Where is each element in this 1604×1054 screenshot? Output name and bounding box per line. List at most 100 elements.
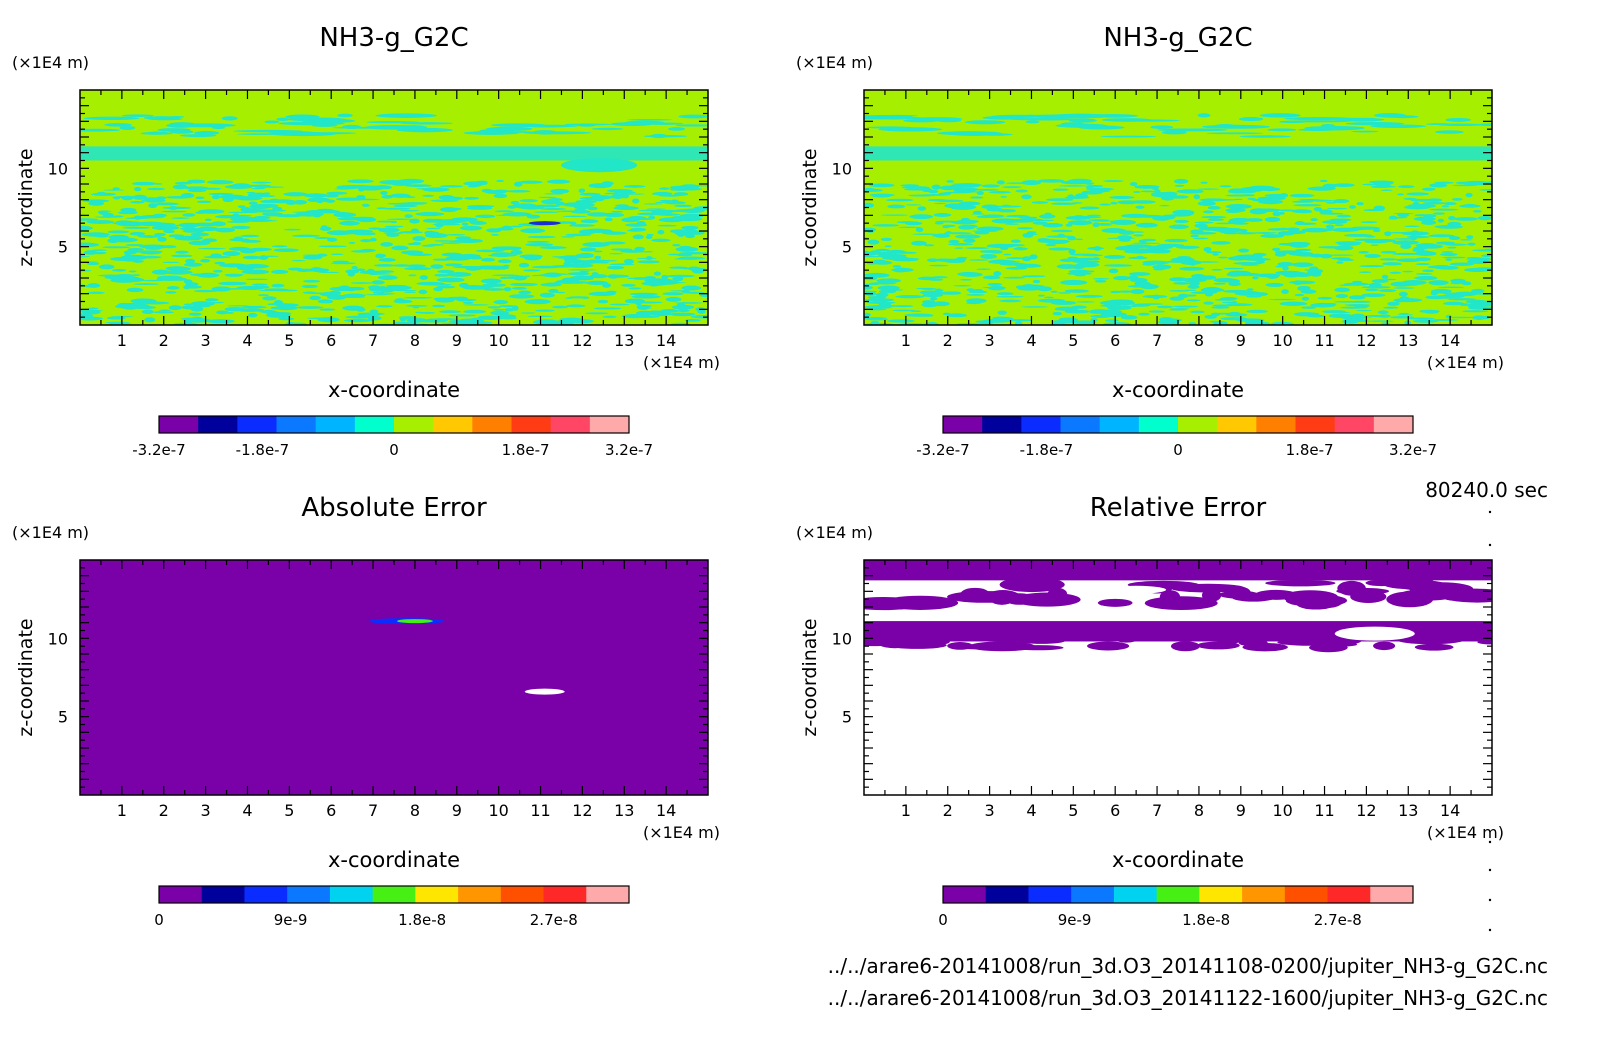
colorbar-swatch	[511, 416, 552, 433]
field-cell	[1448, 236, 1461, 241]
field-cell	[1021, 180, 1042, 186]
field-cell	[1479, 189, 1492, 191]
field-cell	[303, 193, 329, 198]
field-cell	[1349, 205, 1356, 209]
field-cell	[1190, 310, 1205, 314]
field-cell	[641, 122, 684, 125]
field-cell	[1340, 320, 1369, 323]
field-cell	[148, 117, 183, 121]
field-cell	[1075, 294, 1103, 298]
field-cell	[263, 192, 271, 195]
field-cell	[570, 275, 595, 281]
field-cell	[1064, 309, 1090, 314]
field-cell	[864, 312, 871, 317]
field-cell	[1193, 194, 1201, 200]
field-cell	[1448, 298, 1476, 301]
field-cell	[486, 228, 502, 233]
field-cell	[1093, 278, 1110, 280]
field-cell	[470, 267, 483, 270]
field-cell	[657, 229, 665, 235]
field-cell	[611, 193, 625, 199]
field-cell	[1110, 201, 1118, 205]
field-cell	[430, 199, 459, 203]
field-cell	[1407, 203, 1437, 209]
field-cell	[154, 232, 166, 237]
field-cell	[344, 318, 373, 323]
y-tick-label: 10	[832, 159, 852, 178]
field-cell	[1103, 180, 1124, 183]
x-tick-label: 3	[201, 331, 211, 350]
colorbar-swatch	[315, 416, 356, 433]
field-cell	[316, 208, 335, 213]
field-cell	[1206, 132, 1264, 135]
x-tick-label: 2	[159, 331, 169, 350]
field-cell	[645, 208, 667, 210]
field-cell	[928, 264, 949, 267]
field-cell	[539, 292, 555, 298]
field-cell	[1319, 209, 1333, 214]
field-cell	[398, 231, 424, 234]
field-cell	[141, 309, 154, 315]
field-cell	[432, 304, 446, 308]
rel-cell	[877, 638, 913, 649]
chart-title: Absolute Error	[301, 493, 487, 523]
colorbar-swatch	[1284, 886, 1329, 903]
field-cell	[1422, 269, 1434, 273]
colorbar-swatch	[287, 886, 331, 903]
field-cell	[128, 270, 137, 273]
field-cell	[193, 289, 218, 293]
field-cell	[339, 220, 360, 226]
field-cell	[1331, 257, 1351, 260]
rel-cell	[1414, 643, 1454, 651]
field-cell	[526, 240, 550, 243]
field-cell	[527, 235, 556, 239]
field-cell	[195, 196, 205, 200]
field-cell	[1387, 301, 1400, 306]
field-cell	[1236, 318, 1265, 323]
field-cell	[1396, 258, 1422, 263]
field-cell	[978, 133, 1013, 136]
field-cell	[360, 248, 376, 253]
colorbar-tick-label: 0	[1173, 441, 1183, 459]
field-cell	[931, 184, 941, 190]
x-tick-label: 3	[985, 331, 995, 350]
field-cell	[1298, 198, 1321, 201]
field-cell	[245, 278, 268, 281]
field-cell	[110, 278, 139, 283]
field-cell	[206, 180, 234, 185]
colorbar-swatch	[237, 416, 277, 433]
field-cell	[953, 187, 980, 192]
x-axis-label: x-coordinate	[1112, 378, 1244, 402]
field-cell	[1067, 256, 1078, 260]
field-cell	[119, 125, 136, 130]
colorbar-3: 0 9e-9 1.8e-8 2.7e-8	[154, 885, 630, 929]
field-cell	[437, 269, 455, 274]
field-cell	[80, 313, 94, 319]
x-tick-label: 12	[572, 331, 592, 350]
field-cell	[632, 234, 644, 240]
field-cell	[1428, 280, 1449, 286]
field-cell	[291, 234, 320, 238]
rel-cell	[968, 641, 1036, 652]
x-tick-label: 9	[1236, 801, 1246, 820]
field-cell	[416, 188, 436, 190]
field-cell	[174, 181, 193, 185]
field-cell	[581, 296, 590, 299]
field-cell	[1227, 311, 1242, 317]
field-cell	[1350, 226, 1369, 231]
field-cell	[934, 222, 944, 225]
field-cell	[106, 316, 126, 320]
colorbar-swatch	[354, 416, 395, 433]
field-cell	[1282, 265, 1289, 271]
field-cell	[163, 270, 193, 275]
field-cell	[365, 232, 376, 234]
field-cell	[257, 203, 279, 208]
field-cell	[579, 192, 601, 196]
field-cell	[604, 192, 619, 195]
field-cell	[1228, 270, 1251, 276]
x-tick-label: 8	[410, 331, 420, 350]
field-cell	[178, 222, 200, 228]
field-cell	[561, 236, 576, 238]
field-cell	[903, 188, 933, 191]
field-cell	[206, 319, 235, 324]
